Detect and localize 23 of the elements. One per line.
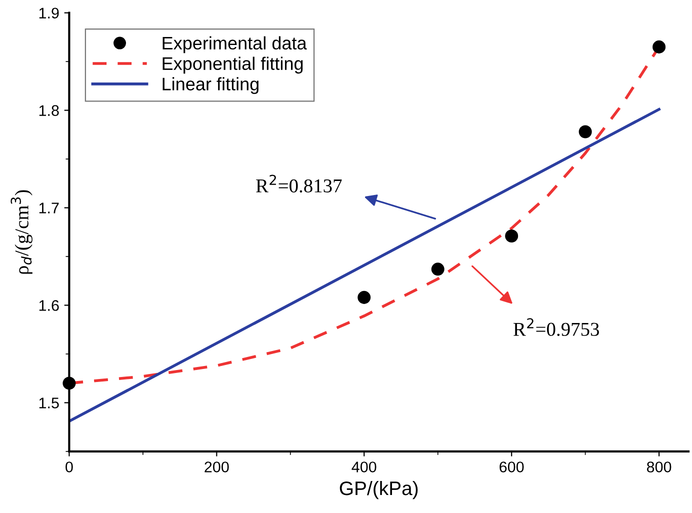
x-tick-label: 800	[646, 462, 672, 472]
x-tick-label: 600	[500, 462, 524, 472]
point	[62, 376, 76, 390]
y-tick-label: 1.6	[39, 300, 59, 311]
y-tick-label: 1.9	[39, 8, 59, 19]
legend-label: Exponential fitting	[162, 56, 303, 74]
point	[578, 125, 592, 138]
annotation: R$^{2}$=0.9753	[514, 318, 599, 336]
y-tick-label: 1.5	[39, 398, 59, 408]
annotation: R$^{2}$=0.8137	[256, 174, 342, 193]
y-axis-title: ρ$_{d}$/(g/cm$^{3}$)	[10, 190, 32, 274]
x-tick-label: 400	[352, 462, 376, 472]
legend-label: Linear fitting	[162, 77, 258, 94]
x-tick-label: 200	[204, 462, 229, 472]
x-axis-title: GP/(kPa)	[340, 480, 418, 500]
y-tick-label: 1.8	[39, 105, 59, 116]
legend-label: Experimental data	[162, 36, 307, 54]
point	[431, 262, 444, 276]
point	[652, 40, 666, 54]
point	[358, 290, 371, 304]
x-tick-label: 0	[66, 462, 73, 472]
y-tick-label: 1.7	[39, 202, 59, 214]
point	[505, 230, 518, 243]
